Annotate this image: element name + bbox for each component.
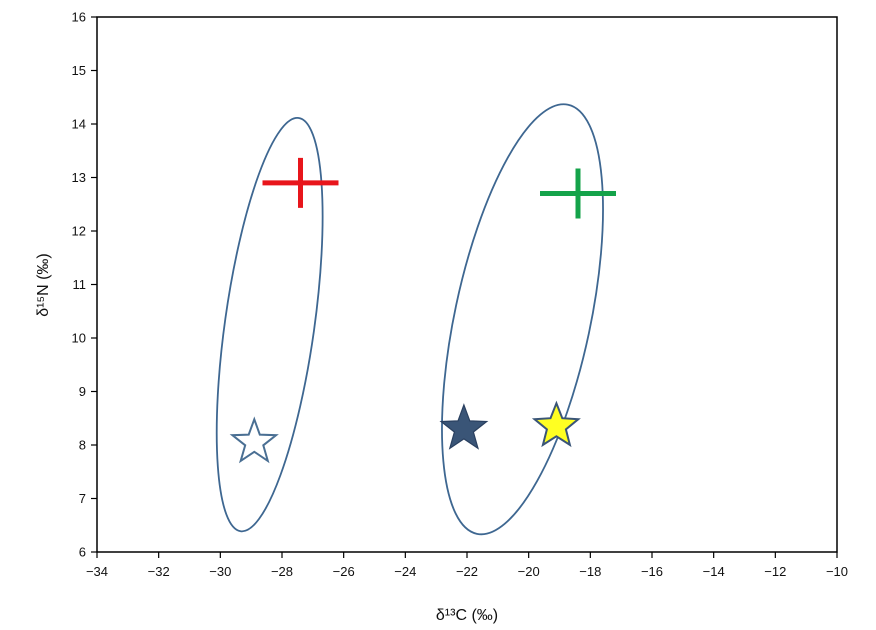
x-tick-label: −22 [456,564,478,579]
y-tick-label: 8 [79,438,86,453]
x-axis-label: δ¹³C (‰) [436,607,498,624]
y-tick-label: 11 [73,277,87,292]
x-tick-label: −18 [579,564,601,579]
x-tick-label: −26 [333,564,355,579]
y-tick-label: 7 [79,491,86,506]
group-ellipse [215,117,324,533]
x-tick-label: −14 [703,564,725,579]
x-tick-label: −16 [641,564,663,579]
y-axis-label: δ¹⁵N (‰) [35,253,52,317]
y-tick-label: 9 [79,384,86,399]
x-tick-label: −10 [826,564,848,579]
yellow-star-marker [531,400,581,448]
y-axis-ticks: 6 7 8 9 10 11 12 13 14 15 16 [72,10,97,560]
x-tick-label: −24 [394,564,416,579]
y-tick-label: 6 [79,545,86,560]
x-tick-label: −12 [764,564,786,579]
x-tick-label: −20 [518,564,540,579]
plot-frame [96,16,838,553]
filled-star-marker [439,403,489,450]
point-layer [229,157,616,464]
x-axis-ticks: −34 −32 −30 −28 −26 −24 −22 −20 −18 −16 −14 −12 −10 [86,552,848,579]
x-tick-label: −30 [209,564,231,579]
y-tick-label: 12 [72,224,86,239]
group-ellipse [441,103,604,536]
cross-marker [262,157,339,208]
y-tick-label: 13 [72,170,86,185]
y-tick-label: 15 [72,63,86,78]
x-tick-label: −34 [86,564,108,579]
open-star-marker [229,416,279,464]
x-tick-label: −32 [148,564,170,579]
y-tick-label: 16 [72,10,86,25]
y-tick-label: 14 [72,117,86,132]
ellipse-layer [215,103,604,536]
cross-marker [540,168,616,219]
y-tick-label: 10 [72,331,86,346]
x-tick-label: −28 [271,564,293,579]
